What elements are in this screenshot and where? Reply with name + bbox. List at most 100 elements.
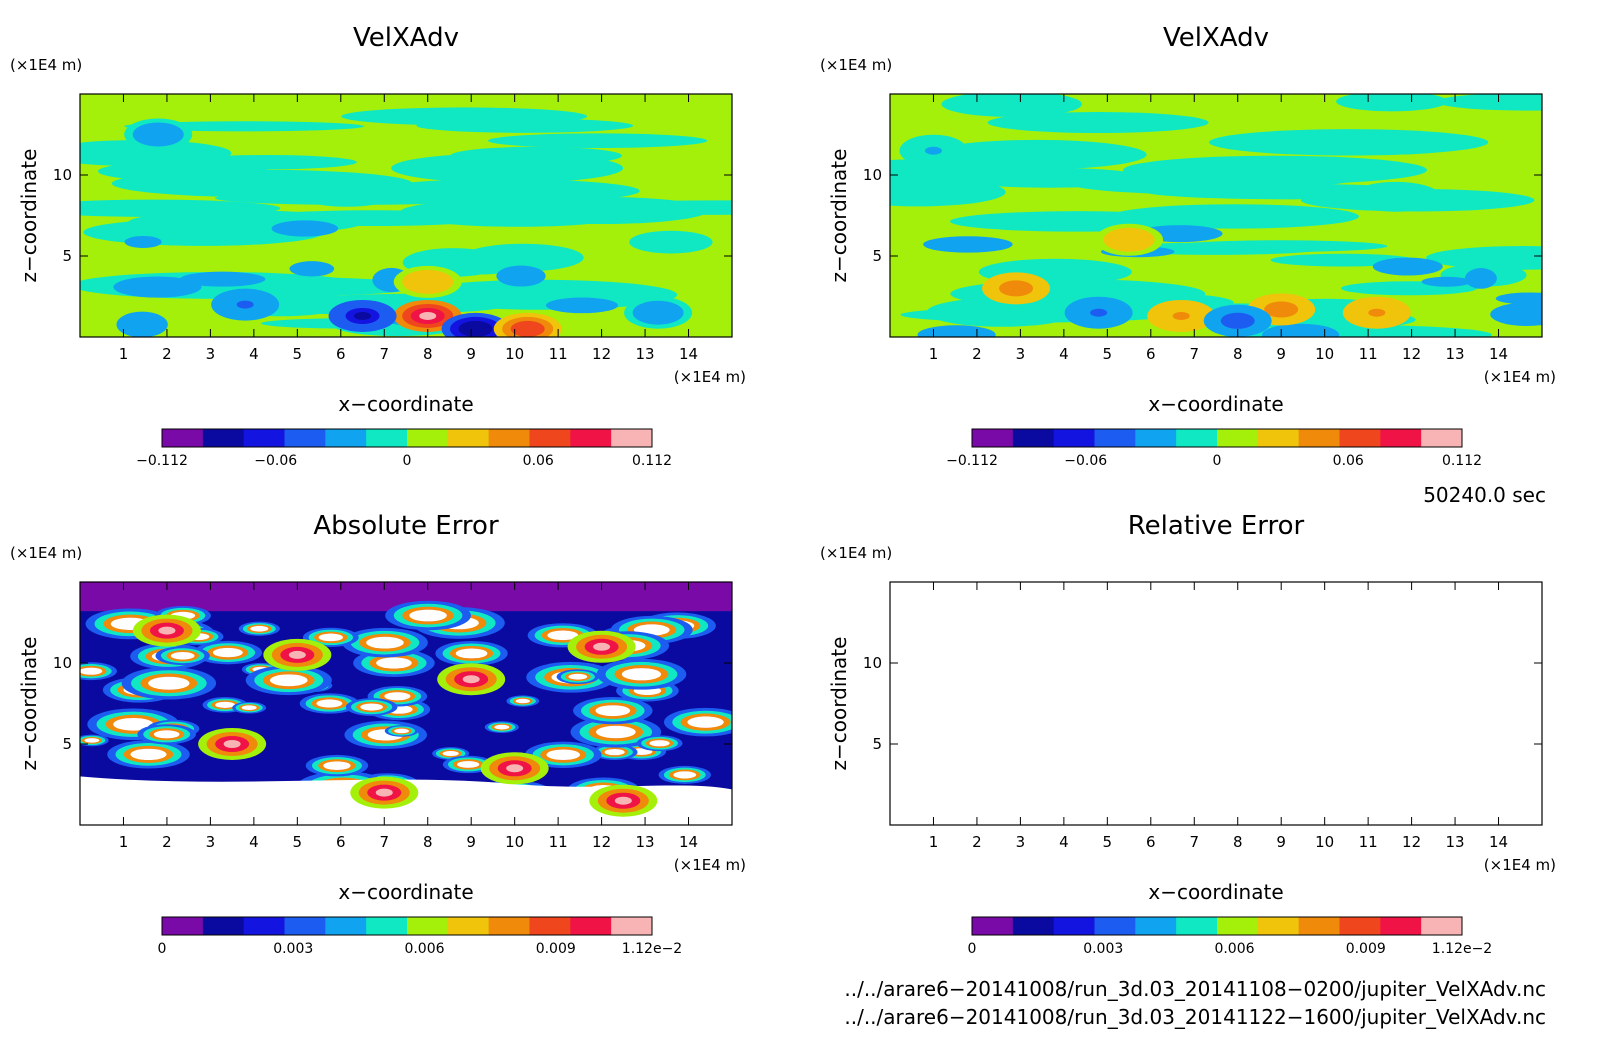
error-out-of-range (113, 717, 154, 731)
field-anomaly (288, 650, 306, 659)
field-anomaly (375, 788, 393, 797)
field-anomaly (149, 130, 167, 139)
colorbar-swatch (1298, 429, 1340, 447)
y-axis-label: z−coordinate (827, 149, 851, 283)
colorbar-swatch (1421, 429, 1463, 447)
colorbar-label: 1.12e−2 (1432, 941, 1492, 957)
x-tick-label: 5 (1103, 345, 1113, 363)
colorbar-label: −0.06 (254, 453, 297, 469)
y-tick-label: 10 (53, 654, 72, 672)
field-band (271, 220, 339, 237)
error-out-of-range (568, 673, 588, 680)
field-band (629, 230, 713, 254)
error-out-of-range (212, 647, 243, 658)
chart-panel-1: VelXAdv(×1E4 m)1 2 3 4 5 6 7 8 9 10 11 12 13 14510(×1… (10, 23, 746, 469)
field-anomaly (419, 311, 437, 320)
colorbar-swatch (529, 917, 571, 935)
x-axis-label: x−coordinate (338, 392, 473, 416)
y-tick-label: 5 (62, 735, 72, 753)
colorbar-swatch (366, 917, 408, 935)
field-band (1436, 94, 1542, 111)
colorbar-label: −0.112 (946, 453, 998, 469)
field-anomaly (1120, 235, 1138, 244)
colorbar-swatch (284, 917, 326, 935)
colorbar-swatch (972, 429, 1014, 447)
colorbar-label: 0 (403, 453, 412, 469)
x-tick-label: 1 (119, 345, 129, 363)
field-band (124, 235, 162, 248)
colorbar-swatch (1094, 917, 1136, 935)
x-tick-label: 10 (1315, 345, 1334, 363)
x-tick-label: 13 (1446, 833, 1465, 851)
field-band (1495, 292, 1542, 305)
x-tick-label: 13 (636, 345, 655, 363)
error-out-of-range (687, 716, 724, 728)
error-out-of-range (595, 725, 636, 739)
error-out-of-range (316, 699, 343, 708)
x-tick-label: 1 (929, 833, 939, 851)
chart-panel-3: Absolute Error(×1E4 m)1 2 3 4 5 6 7 8 9 10 11 12 13 1… (10, 511, 746, 957)
x-tick-label: 1 (119, 833, 129, 851)
colorbar-swatch (1053, 429, 1095, 447)
field-anomaly (593, 642, 611, 651)
error-out-of-range (269, 674, 308, 687)
colorbar: 0 0.003 0.006 0.009 1.12e−2 (968, 916, 1492, 957)
x-tick-label: 4 (1059, 345, 1069, 363)
field-anomaly (649, 308, 667, 317)
plot-frame (79, 581, 733, 826)
field-band (1464, 268, 1497, 289)
colorbar-label: 0.003 (1083, 941, 1123, 957)
field-anomaly (506, 764, 524, 773)
error-out-of-range (215, 701, 236, 708)
error-out-of-range (394, 728, 409, 734)
field-band (1110, 204, 1359, 229)
x-tick-label: 10 (505, 833, 524, 851)
colorbar-swatch (202, 429, 245, 447)
y-unit-label: (×1E4 m) (820, 544, 892, 562)
colorbar-swatch (1135, 917, 1177, 935)
field-band (116, 311, 168, 337)
colorbar-swatch (1217, 917, 1259, 935)
colorbar-label: 0.003 (273, 941, 313, 957)
x-tick-label: 3 (1016, 833, 1026, 851)
x-tick-label: 6 (1146, 345, 1156, 363)
error-out-of-range (84, 738, 100, 743)
colorbar-label: 0.006 (1214, 941, 1254, 957)
file-path-2: ../../arare6−20141008/run_3d.03_20141122… (844, 1005, 1546, 1029)
colorbar-label: 0.06 (1333, 453, 1364, 469)
colorbar-label: −0.06 (1064, 453, 1107, 469)
error-out-of-range (409, 609, 447, 622)
field-band (1421, 276, 1472, 287)
x-tick-label: 8 (423, 345, 433, 363)
x-tick-label: 8 (423, 833, 433, 851)
error-out-of-range (673, 771, 697, 779)
colorbar-swatch (529, 429, 571, 447)
field-band (987, 111, 1209, 134)
field-band (1372, 257, 1443, 276)
x-tick-label: 10 (505, 345, 524, 363)
x-unit-label: (×1E4 m) (1484, 856, 1556, 874)
field-band (289, 261, 335, 277)
x-tick-label: 2 (972, 833, 982, 851)
colorbar-swatch (1257, 917, 1300, 935)
colorbar-label: 1.12e−2 (622, 941, 682, 957)
x-tick-label: 11 (549, 833, 568, 851)
y-tick-label: 5 (872, 735, 882, 753)
error-out-of-range (649, 740, 670, 747)
error-out-of-range (384, 692, 411, 701)
x-tick-label: 2 (162, 833, 172, 851)
colorbar-swatch (570, 429, 612, 447)
contour-field (80, 94, 732, 337)
colorbar-frame (971, 916, 1463, 936)
x-tick-label: 11 (1359, 833, 1378, 851)
error-out-of-range (148, 676, 190, 690)
field-band (1330, 142, 1448, 155)
error-out-of-range (494, 724, 510, 730)
x-tick-label: 12 (592, 345, 611, 363)
x-tick-label: 9 (1276, 345, 1286, 363)
x-tick-label: 4 (1059, 833, 1069, 851)
x-tick-label: 9 (466, 833, 476, 851)
field-band (1123, 155, 1427, 185)
x-tick-label: 6 (1146, 833, 1156, 851)
